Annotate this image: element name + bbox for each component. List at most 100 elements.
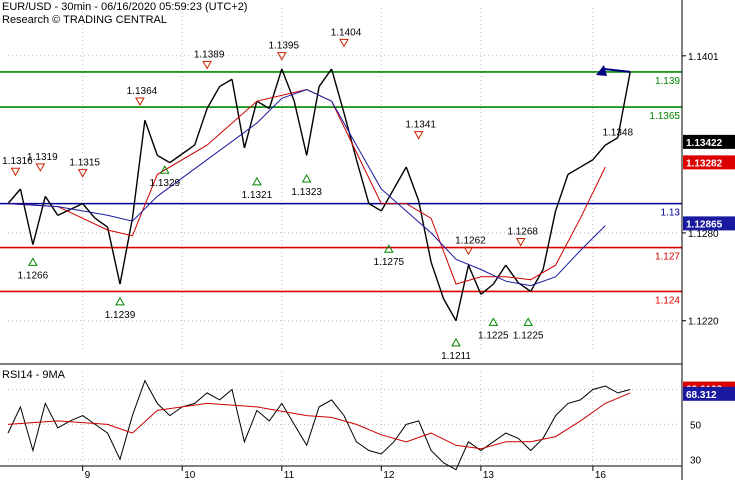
low-marker [159,165,170,174]
high-marker [463,246,474,256]
high-marker [413,131,424,140]
chart-title: EUR/USD - 30min - 06/16/2020 05:59:23 (U… [2,1,248,13]
high-label: 1.1262 [455,235,486,246]
low-marker [301,173,312,183]
price-segment [106,226,121,285]
high-marker [202,60,212,70]
series-ma_fast [7,88,606,285]
high-marker [515,237,526,247]
rsi-series-ma [7,392,631,450]
price-segment [144,119,158,156]
low-marker [488,317,499,326]
low-label: 1.1225 [478,330,509,341]
high-marker [339,38,349,48]
price-tick-label: 1.1220 [688,317,719,328]
low-label: 1.1239 [105,310,136,321]
level-label: 1.13 [661,208,681,219]
price-segment [617,71,631,138]
forecast-arrow-head [596,64,607,76]
price-segment [380,188,395,212]
price-segment [169,153,183,164]
high-label: 1.1268 [507,226,538,237]
price-box-price: 1.13422 [686,138,723,149]
price-box-ma_slow: 1.12865 [686,219,723,230]
low-label: 1.1266 [18,270,49,281]
price-segment [417,200,432,263]
price-segment [505,264,519,284]
low-marker [115,296,125,306]
price-box-price-bg [683,134,735,149]
level-label: 1.124 [655,295,680,306]
time-tick-label: 12 [383,470,395,480]
series-ma_slow [7,88,606,287]
time-tick-label: 10 [184,470,196,480]
price-box-ma_fast: 1.13282 [686,158,723,169]
rsi-tick-label: 30 [690,455,702,466]
high-label: 1.1364 [127,86,158,97]
price-segment [343,112,358,160]
high-label: 1.1404 [331,27,362,38]
price-segment [94,217,108,228]
price-segment [281,68,295,102]
price-segment [32,196,47,245]
high-label: 1.1315 [69,158,100,169]
price-segment [480,283,494,295]
text-annotation: 1.1348 [602,127,633,138]
price-segment [492,264,507,285]
price-segment [455,264,470,321]
high-marker [35,163,46,172]
price-segment [57,208,71,216]
price-segment [194,108,208,146]
price-tick-label: 1.1401 [688,52,719,63]
high-label: 1.1319 [27,152,58,163]
price-segment [82,203,96,219]
low-marker [523,317,534,326]
high-marker [10,167,21,177]
chart-source: Research © TRADING CENTRAL [2,14,167,26]
time-tick-label: 16 [595,470,607,480]
level-label: 1.127 [655,252,680,263]
price-segment [231,79,246,149]
price-segment [604,137,619,146]
price-segment [393,166,407,190]
price-segment [318,68,333,87]
price-segment [330,68,345,114]
low-marker [383,244,394,253]
high-marker [276,52,287,61]
price-segment [219,78,233,88]
price-segment [268,68,283,109]
price-segment [305,86,320,156]
low-marker [451,337,461,347]
low-label: 1.1211 [441,351,471,362]
price-segment [181,144,196,155]
rsi-tick-label: 50 [690,420,702,431]
price-segment [69,203,83,211]
rsi-box-rsi-bg [683,386,735,401]
price-segment [131,120,146,219]
time-tick-label: 9 [85,470,91,480]
low-label: 1.1275 [374,257,405,268]
low-marker [28,257,38,266]
high-marker [135,97,145,106]
price-segment [119,218,134,285]
price-segment [243,101,258,149]
price-segment [430,261,445,299]
high-label: 1.1395 [268,41,299,52]
rsi-box-rsi: 68.312 [686,390,717,401]
low-label: 1.1329 [150,178,181,189]
price-segment [293,101,308,156]
price-segment [19,188,34,245]
high-label: 1.1316 [2,156,33,167]
price-segment [542,210,557,270]
price-segment [442,298,457,322]
price-segment [405,166,420,201]
price-segment [368,203,382,212]
level-label: 1.139 [655,76,680,87]
time-tick-label: 13 [483,470,495,480]
low-label: 1.1321 [242,190,273,201]
price-segment [554,174,569,212]
high-label: 1.1341 [405,120,436,131]
rsi-series-rsi [7,379,631,471]
